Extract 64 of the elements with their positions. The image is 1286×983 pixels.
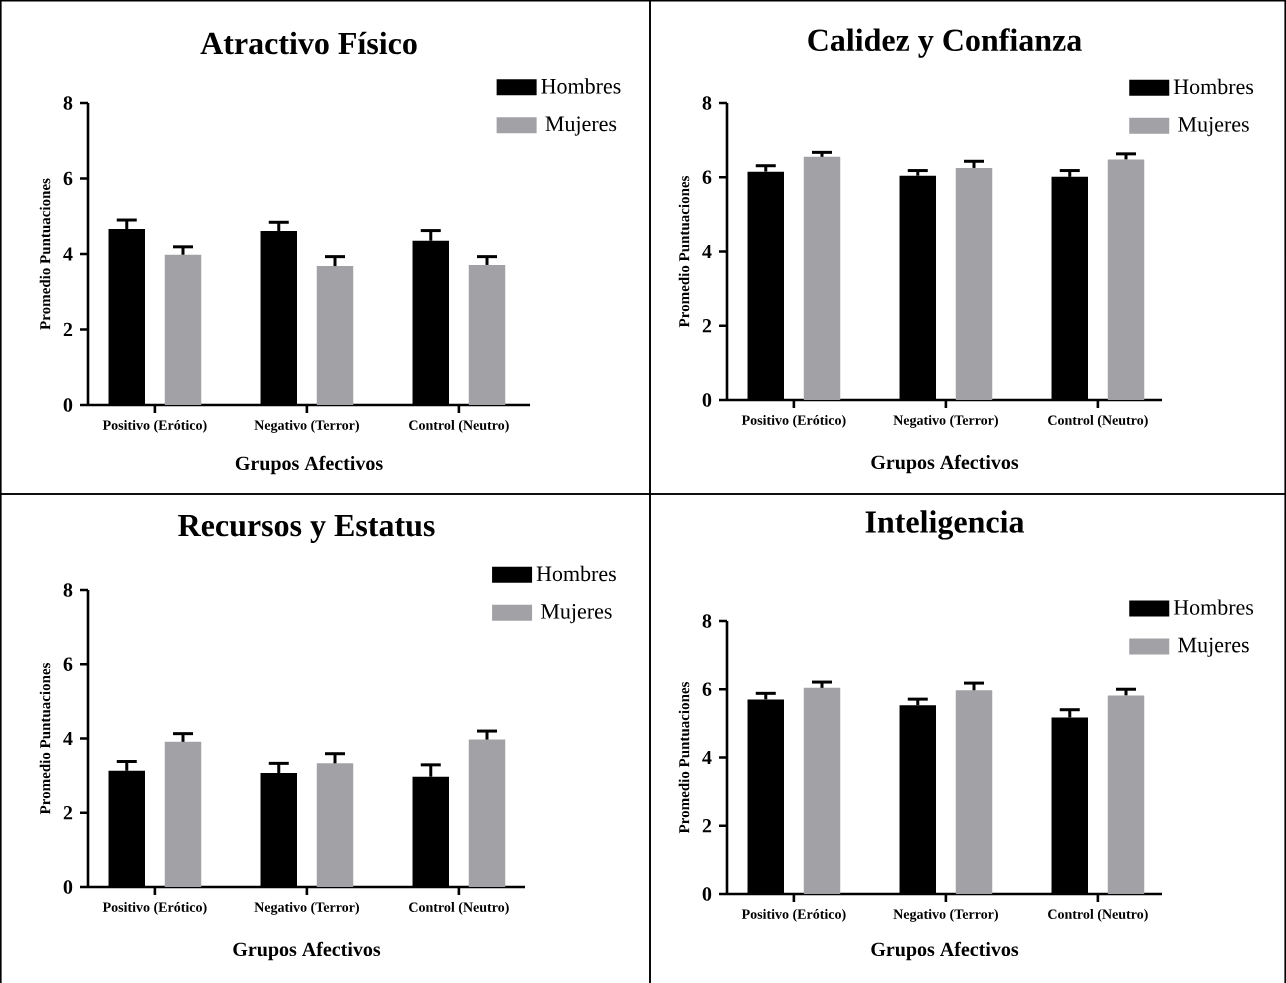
bar bbox=[1107, 159, 1145, 400]
y-tick-label: 6 bbox=[63, 171, 73, 186]
y-axis-title: Promedio Puntuaciones bbox=[678, 175, 690, 328]
bar bbox=[1107, 695, 1145, 894]
x-axis-title: Grupos Afectivos bbox=[233, 941, 381, 961]
bar bbox=[955, 690, 993, 894]
x-tick-label: Control (Neutro) bbox=[409, 420, 509, 433]
bar bbox=[803, 687, 841, 894]
y-tick-label: 4 bbox=[63, 247, 73, 261]
x-axis-title: Grupos Afectivos bbox=[235, 455, 383, 475]
chart-title: Atractivo Físico bbox=[200, 31, 417, 55]
chart-title: Inteligencia bbox=[865, 510, 1025, 540]
bar bbox=[468, 264, 506, 405]
chart-title: Calidez y Confianza bbox=[808, 28, 1082, 58]
y-tick-label: 0 bbox=[63, 398, 73, 412]
x-axis-title: Grupos Afectivos bbox=[871, 941, 1019, 961]
legend-label: Hombres bbox=[1173, 599, 1254, 615]
y-tick-label: 2 bbox=[63, 806, 73, 820]
y-tick-label: 6 bbox=[702, 682, 712, 696]
y-tick-label: 6 bbox=[702, 170, 712, 184]
x-tick-label: Control (Neutro) bbox=[1048, 909, 1148, 922]
y-axis-title: Promedio Puntuaciones bbox=[39, 178, 51, 330]
y-tick-label: 4 bbox=[702, 244, 712, 259]
bar bbox=[164, 254, 202, 405]
y-axis-title: Promedio Puntuaciones bbox=[678, 681, 690, 834]
x-axis-title: Grupos Afectivos bbox=[871, 454, 1019, 474]
y-tick-label: 4 bbox=[702, 750, 712, 765]
bar bbox=[803, 156, 841, 400]
x-tick-label: Negativo (Terror) bbox=[893, 415, 998, 428]
chart-title: Recursos y Estatus bbox=[178, 515, 435, 543]
y-tick-label: 2 bbox=[702, 819, 712, 833]
legend-label: Hombres bbox=[536, 565, 616, 582]
legend-label: Mujeres bbox=[545, 116, 617, 136]
y-axis-title: Promedio Puntuaciones bbox=[39, 662, 51, 815]
x-tick-label: Positivo (Erótico) bbox=[741, 415, 846, 428]
x-tick-label: Negativo (Terror) bbox=[254, 902, 359, 915]
x-tick-label: Negativo (Terror) bbox=[254, 420, 359, 433]
bar bbox=[316, 266, 354, 405]
y-tick-label: 0 bbox=[702, 887, 712, 901]
x-tick-label: Positivo (Erótico) bbox=[102, 420, 207, 433]
y-tick-label: 2 bbox=[63, 322, 73, 337]
y-tick-label: 0 bbox=[63, 880, 73, 894]
y-tick-label: 2 bbox=[702, 319, 712, 333]
y-tick-label: 8 bbox=[702, 96, 712, 110]
x-tick-label: Negativo (Terror) bbox=[893, 909, 998, 922]
bar bbox=[955, 167, 993, 400]
legend-label: Mujeres bbox=[1178, 116, 1249, 137]
x-tick-label: Control (Neutro) bbox=[409, 902, 509, 915]
bar bbox=[164, 741, 202, 887]
y-tick-label: 8 bbox=[63, 583, 73, 597]
y-tick-label: 6 bbox=[63, 657, 73, 671]
x-tick-label: Control (Neutro) bbox=[1048, 415, 1148, 428]
bar bbox=[468, 739, 506, 887]
y-tick-label: 4 bbox=[63, 731, 73, 746]
y-tick-label: 8 bbox=[63, 96, 73, 110]
legend-label: Mujeres bbox=[1178, 637, 1249, 657]
y-tick-label: 8 bbox=[702, 614, 712, 628]
legend-label: Hombres bbox=[541, 78, 621, 94]
x-tick-label: Positivo (Erótico) bbox=[741, 909, 846, 922]
y-tick-label: 0 bbox=[702, 393, 712, 407]
x-tick-label: Positivo (Erótico) bbox=[102, 902, 207, 915]
legend-label: Hombres bbox=[1173, 78, 1254, 95]
bar bbox=[316, 763, 354, 887]
legend-label: Mujeres bbox=[540, 603, 612, 624]
